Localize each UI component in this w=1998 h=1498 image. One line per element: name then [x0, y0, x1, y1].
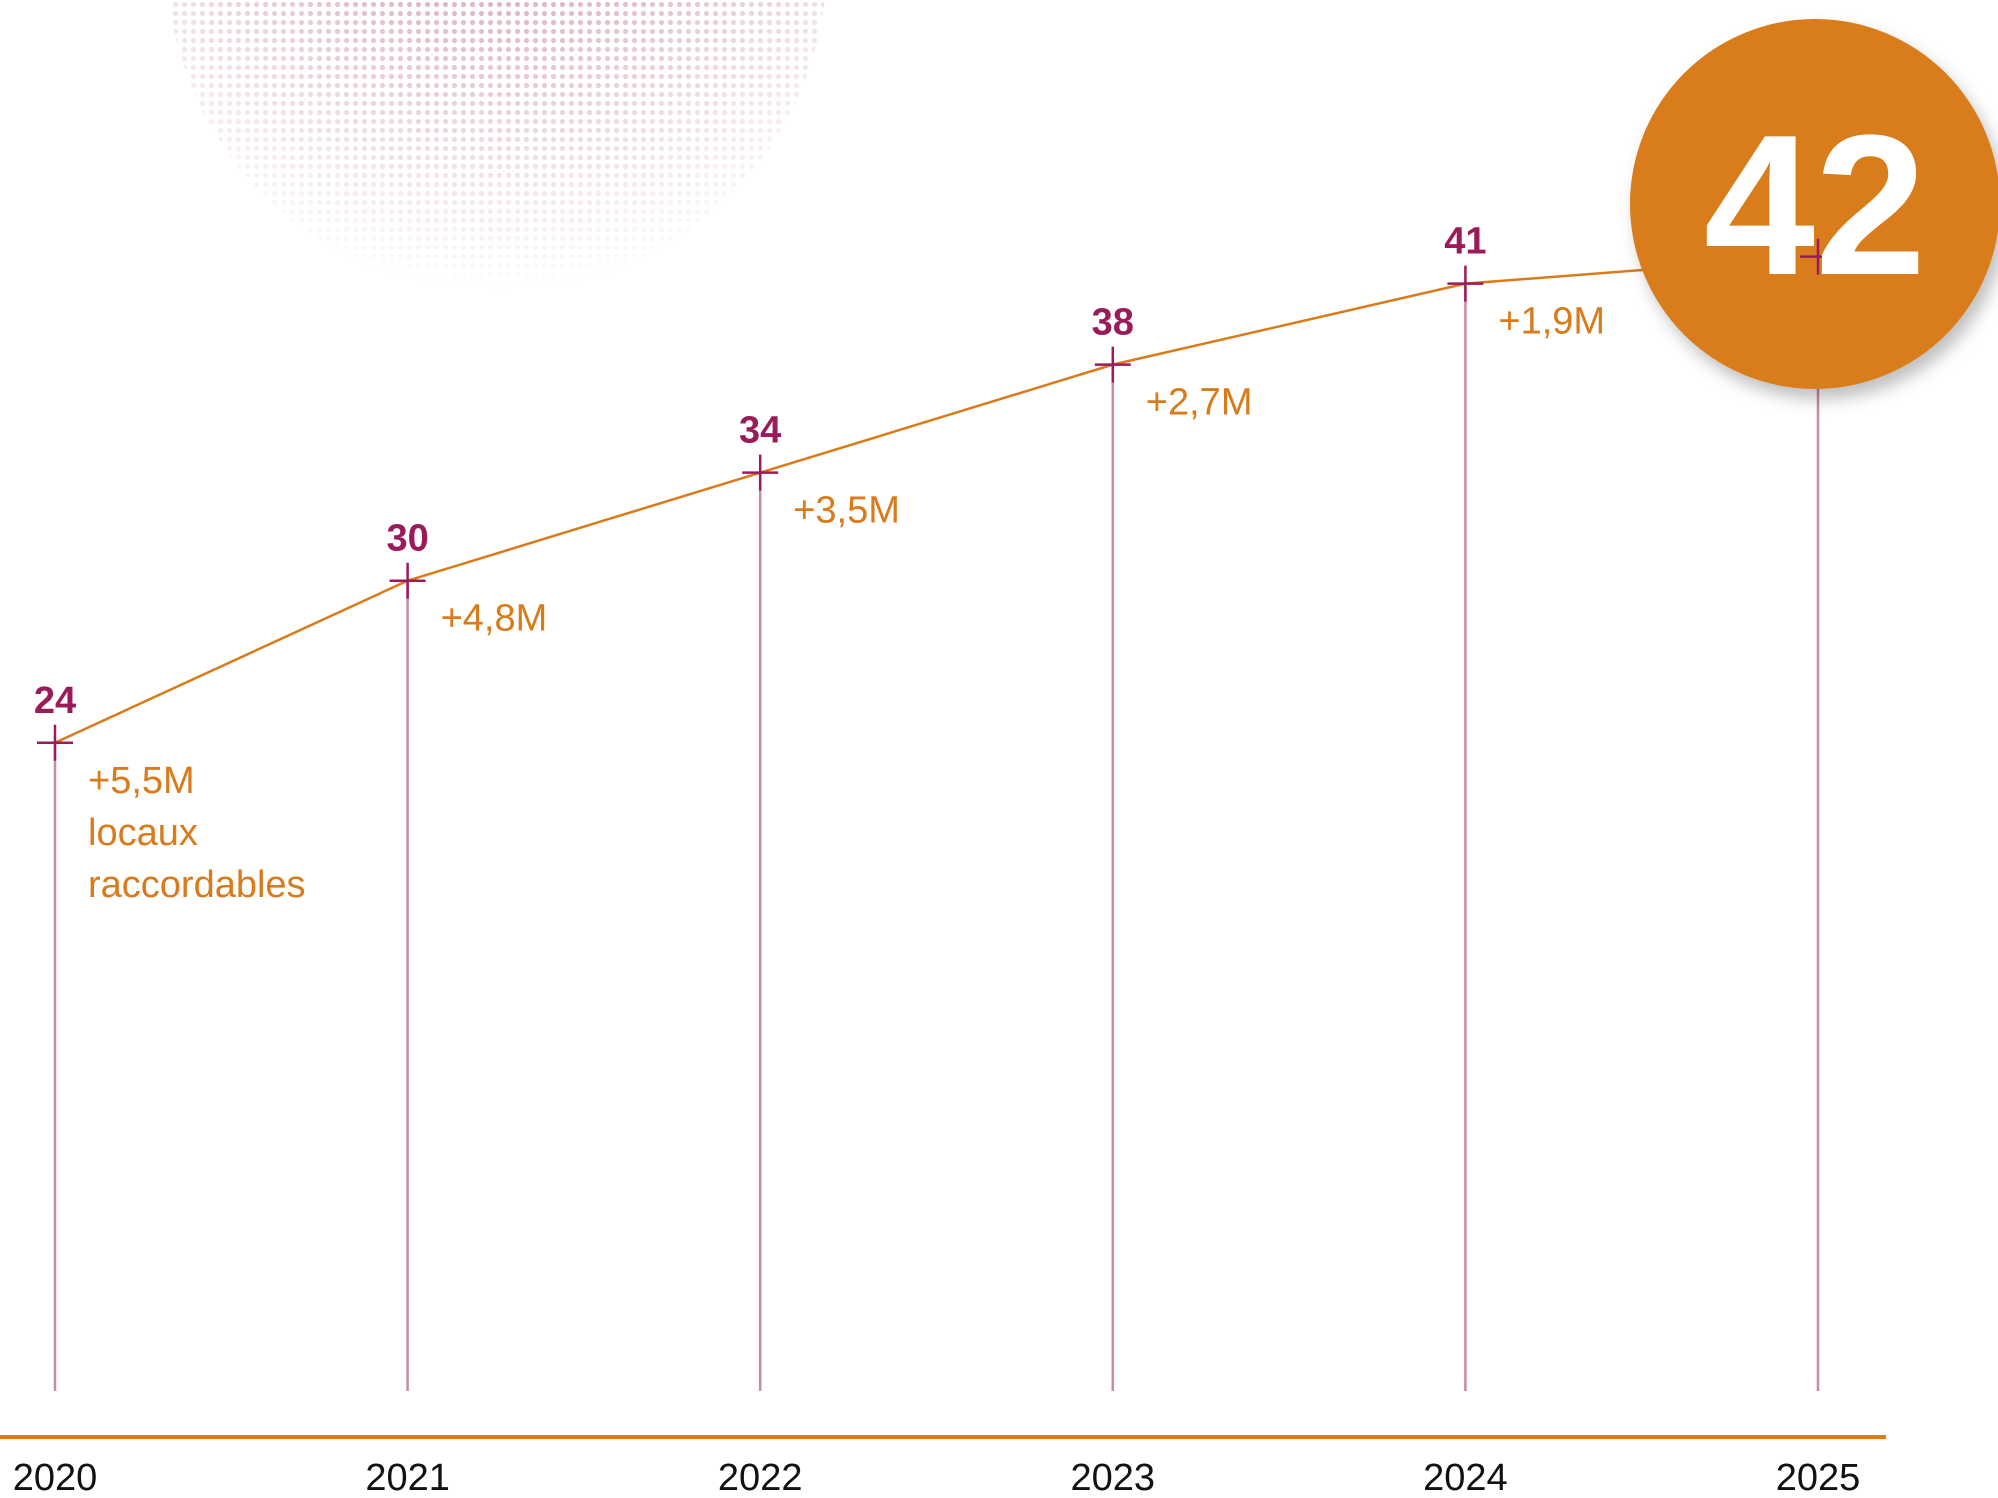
x-tick-label: 2021 — [365, 1457, 450, 1498]
increment-label: +2,7M — [1146, 382, 1253, 424]
increment-label: +5,5M — [88, 760, 195, 802]
x-tick-label: 2025 — [1776, 1457, 1861, 1498]
x-tick-label: 2023 — [1071, 1457, 1156, 1498]
value-label: 30 — [386, 518, 428, 560]
x-tick-label: 2022 — [718, 1457, 803, 1498]
highlight-value: 42 — [1704, 94, 1926, 317]
value-label: 34 — [739, 410, 781, 452]
point-marker — [390, 563, 426, 599]
x-tick-label: 2024 — [1423, 1457, 1508, 1498]
point-marker — [1095, 347, 1131, 383]
halftone-decoration — [167, 0, 827, 292]
point-marker — [742, 455, 778, 491]
x-tick-label: 2020 — [13, 1457, 98, 1498]
increment-label: +1,9M — [1498, 301, 1605, 343]
chart: 2020 2021 2022 2023 2024 2025 24 30 34 38 41 42 +5,5… — [0, 0, 1998, 1498]
value-label: 24 — [34, 680, 76, 722]
value-label: 41 — [1444, 221, 1486, 263]
increment-label: +3,5M — [793, 490, 900, 532]
value-label: 38 — [1092, 302, 1134, 344]
point-marker — [37, 725, 73, 761]
point-marker — [1447, 266, 1483, 302]
increment-label: +4,8M — [441, 598, 548, 640]
